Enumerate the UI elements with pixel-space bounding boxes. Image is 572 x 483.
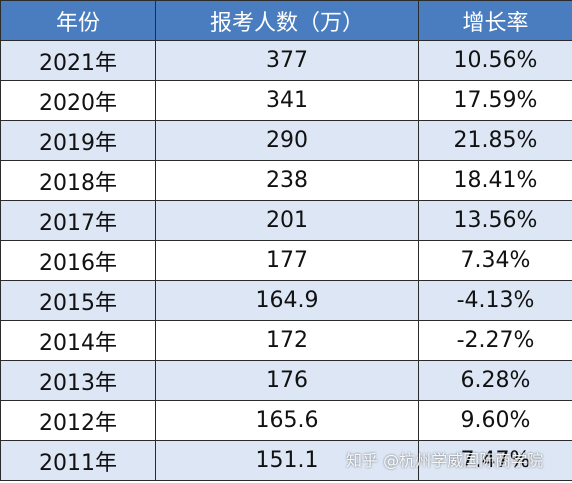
table-cell: 172 bbox=[155, 320, 419, 361]
table-row: 2019年 290 21.85% bbox=[0, 120, 572, 161]
table-row: 2021年 377 10.56% bbox=[0, 40, 572, 81]
table-cell: 2020年 bbox=[0, 80, 156, 121]
table-cell: 10.56% bbox=[418, 40, 572, 81]
header-cell: 年份 bbox=[0, 0, 156, 41]
table-cell: 165.6 bbox=[155, 400, 419, 441]
header-cell: 增长率 bbox=[418, 0, 572, 41]
header-row: 年份 报考人数（万） 增长率 bbox=[0, 0, 572, 41]
table-cell: 2015年 bbox=[0, 280, 156, 321]
table-cell: 2014年 bbox=[0, 320, 156, 361]
table-cell: 377 bbox=[155, 40, 419, 81]
table-cell: 2011年 bbox=[0, 440, 156, 481]
table-cell: 290 bbox=[155, 120, 419, 161]
table-cell: 17.59% bbox=[418, 80, 572, 121]
table-cell: 7.47% bbox=[418, 440, 572, 481]
table-row: 2014年 172 -2.27% bbox=[0, 320, 572, 361]
table-cell: 9.60% bbox=[418, 400, 572, 441]
table-cell: 341 bbox=[155, 80, 419, 121]
table-cell: 238 bbox=[155, 160, 419, 201]
table-row: 2013年 176 6.28% bbox=[0, 360, 572, 401]
table-cell: 2018年 bbox=[0, 160, 156, 201]
table-cell: 176 bbox=[155, 360, 419, 401]
table-cell: 13.56% bbox=[418, 200, 572, 241]
table-cell: 7.34% bbox=[418, 240, 572, 281]
table-cell: 2021年 bbox=[0, 40, 156, 81]
table-cell: 177 bbox=[155, 240, 419, 281]
watermark: 知乎 @杭州学威国际商学院 bbox=[346, 451, 544, 470]
table-cell: -2.27% bbox=[418, 320, 572, 361]
table-cell: 21.85% bbox=[418, 120, 572, 161]
table-cell: 151.1 bbox=[155, 440, 419, 481]
table-cell: 18.41% bbox=[418, 160, 572, 201]
table-cell: 2013年 bbox=[0, 360, 156, 401]
table-cell: 164.9 bbox=[155, 280, 419, 321]
table-row: 2016年 177 7.34% bbox=[0, 240, 572, 281]
table-cell: 2017年 bbox=[0, 200, 156, 241]
header-cell: 报考人数（万） bbox=[155, 0, 419, 41]
table-cell: 2012年 bbox=[0, 400, 156, 441]
table-row: 2015年 164.9 -4.13% bbox=[0, 280, 572, 321]
table-cell: 6.28% bbox=[418, 360, 572, 401]
table-row: 2017年 201 13.56% bbox=[0, 200, 572, 241]
table-row: 2020年 341 17.59% bbox=[0, 80, 572, 121]
table-cell: -4.13% bbox=[418, 280, 572, 321]
table-cell: 2016年 bbox=[0, 240, 156, 281]
table-row: 2011年 151.1 7.47% bbox=[0, 440, 572, 481]
table-cell: 201 bbox=[155, 200, 419, 241]
table-row: 2012年 165.6 9.60% bbox=[0, 400, 572, 441]
table-row: 2018年 238 18.41% bbox=[0, 160, 572, 201]
table-cell: 2019年 bbox=[0, 120, 156, 161]
